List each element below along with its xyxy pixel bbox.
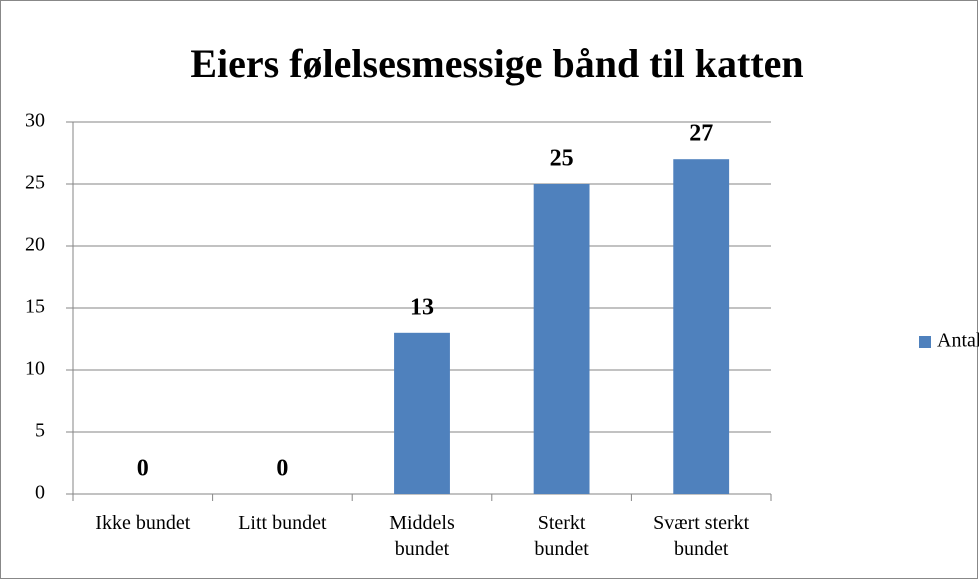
data-label: 13 <box>410 294 434 320</box>
y-tick-label: 0 <box>35 482 45 504</box>
x-tick-label: Ikke bundet <box>95 512 191 534</box>
chart-title: Eiers følelsesmessige bånd til katten <box>190 41 803 86</box>
bar <box>673 159 730 494</box>
data-label: 0 <box>137 456 149 482</box>
x-tick-label: Litt bundet <box>238 512 327 534</box>
legend-swatch <box>919 336 931 348</box>
legend-label: Antall katter <box>937 330 979 352</box>
y-tick-label: 15 <box>25 296 45 318</box>
x-tick-label: Sterkt bundet <box>534 512 589 560</box>
y-tick-label: 30 <box>25 110 45 132</box>
data-label: 0 <box>276 456 288 482</box>
bar <box>533 184 590 494</box>
y-tick-label: 25 <box>25 172 45 194</box>
bar <box>394 332 450 494</box>
x-tick-label: Middels bundet <box>389 512 455 560</box>
y-tick-label: 20 <box>25 234 45 256</box>
data-label: 27 <box>689 121 713 147</box>
y-tick-label: 10 <box>25 358 45 380</box>
x-tick-label: Svært sterkt bundet <box>653 512 750 560</box>
y-tick-label: 5 <box>35 420 45 442</box>
data-label: 25 <box>550 146 574 172</box>
